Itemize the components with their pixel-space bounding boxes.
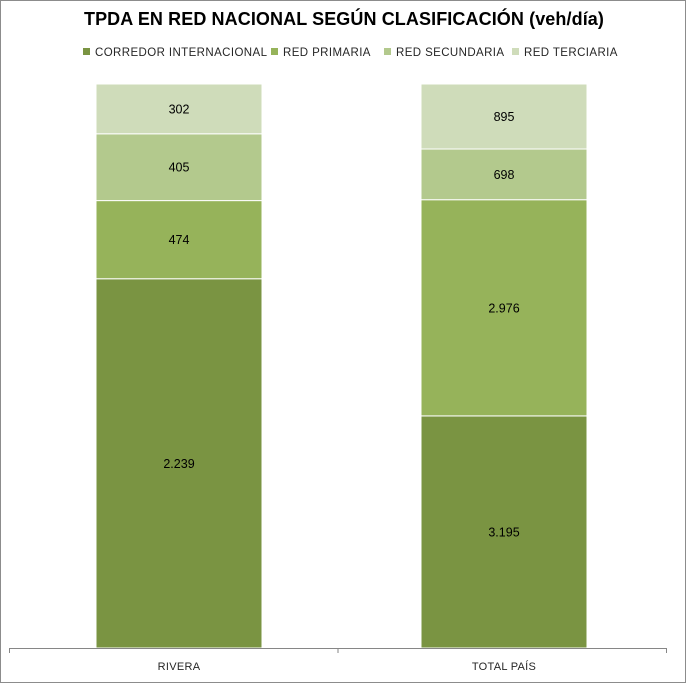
data-label: 2.976 xyxy=(488,301,519,315)
legend-item-red-secundaria: RED SECUNDARIA xyxy=(384,47,504,59)
bar-segment xyxy=(420,83,588,150)
legend-swatch xyxy=(384,48,391,55)
legend-label: RED PRIMARIA xyxy=(283,47,371,59)
legend-label: CORREDOR INTERNACIONAL xyxy=(95,47,268,59)
legend-swatch xyxy=(83,48,90,55)
data-label: 895 xyxy=(494,110,515,124)
category-label: TOTAL PAÍS xyxy=(472,660,536,673)
legend-label: RED SECUNDARIA xyxy=(396,47,505,59)
legend-label: RED TERCIARIA xyxy=(524,47,618,59)
legend-swatch xyxy=(512,48,519,55)
bar-segment xyxy=(95,83,263,135)
bar-segment xyxy=(95,200,263,280)
data-label: 302 xyxy=(169,102,190,116)
data-label: 474 xyxy=(169,233,190,247)
data-label: 405 xyxy=(169,161,190,175)
data-label: 698 xyxy=(494,168,515,182)
bar-segment xyxy=(95,133,263,202)
bar-segment xyxy=(420,415,588,649)
data-label: 2.239 xyxy=(163,457,194,471)
chart-title: TPDA EN RED NACIONAL SEGÚN CLASIFICACIÓN… xyxy=(83,9,605,29)
data-label: 3.195 xyxy=(488,525,519,539)
legend-item-red-terciaria: RED TERCIARIA xyxy=(512,47,618,59)
bar-segment xyxy=(420,148,588,201)
legend-swatch xyxy=(271,48,278,55)
legend-item-red-primaria: RED PRIMARIA xyxy=(271,47,371,59)
category-label: RIVERA xyxy=(158,661,201,673)
legend: CORREDOR INTERNACIONAL RED PRIMARIA RED … xyxy=(1,47,686,65)
legend-item-corredor-internacional: CORREDOR INTERNACIONAL xyxy=(83,47,267,59)
bar-segment xyxy=(420,199,588,417)
